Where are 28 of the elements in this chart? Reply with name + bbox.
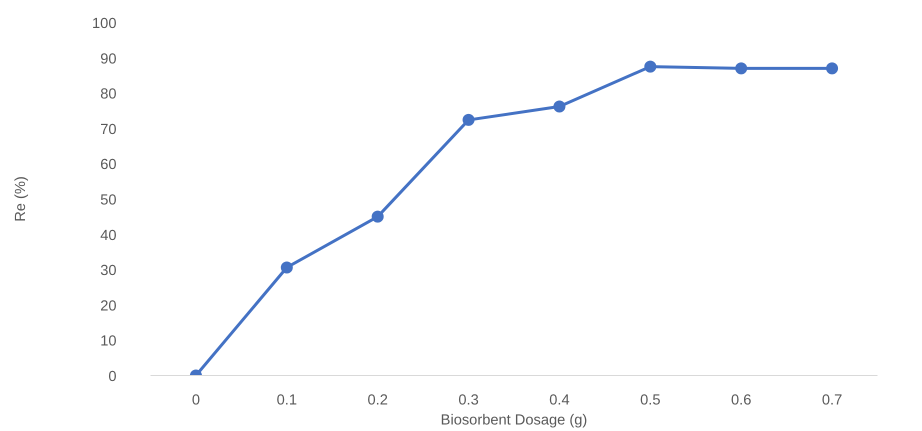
x-tick-label: 0.2	[368, 392, 388, 408]
point	[280, 261, 293, 274]
y-tick-label: 80	[100, 86, 117, 103]
y-tick-label: 20	[100, 298, 117, 314]
y-tick-label: 0	[108, 369, 117, 385]
x-tick-label: 0	[192, 392, 200, 408]
y-tick-label: 10	[100, 334, 117, 350]
x-tick-label: 0.5	[640, 392, 660, 408]
x-axis-title: Biosorbent Dosage (g)	[440, 412, 588, 428]
y-tick-label: 50	[100, 192, 117, 208]
y-tick-label: 40	[100, 228, 117, 244]
x-tick-label: 0.6	[731, 392, 752, 408]
point	[826, 62, 838, 74]
point	[553, 100, 566, 113]
x-tick-label: 0.7	[822, 392, 842, 408]
y-tick-label: 70	[100, 122, 117, 138]
x-tick-label: 0.4	[549, 392, 570, 408]
y-axis-title: Re (%)	[13, 176, 30, 222]
y-tick-label: 90	[100, 51, 117, 68]
y-tick-label: 30	[100, 263, 117, 280]
y-tick-label: 60	[100, 157, 117, 174]
point	[462, 114, 475, 126]
point	[372, 210, 384, 223]
point	[644, 60, 656, 73]
y-tick-label: 100	[92, 16, 117, 32]
x-tick-label: 0.3	[458, 392, 479, 408]
point	[735, 62, 748, 74]
x-tick-label: 0.1	[276, 392, 297, 408]
